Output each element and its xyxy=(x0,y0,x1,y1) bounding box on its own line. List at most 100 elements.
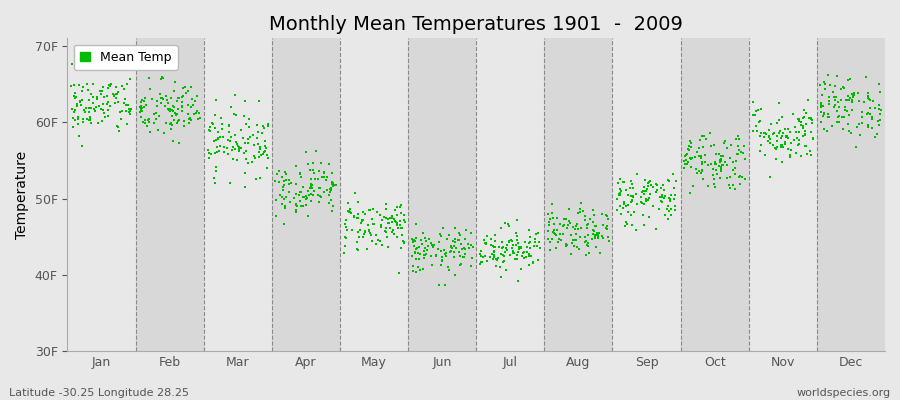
Point xyxy=(182,116,196,122)
Point xyxy=(614,188,628,194)
Point xyxy=(772,100,787,107)
Point xyxy=(239,156,254,162)
Point xyxy=(830,73,844,79)
Point xyxy=(407,243,421,250)
Point xyxy=(644,178,658,185)
Point xyxy=(682,155,697,161)
Point xyxy=(141,118,156,125)
Point xyxy=(434,248,448,254)
Point xyxy=(72,82,86,88)
Point xyxy=(411,256,426,262)
Point xyxy=(445,244,459,250)
Point xyxy=(814,101,828,107)
Point xyxy=(366,221,381,227)
Point xyxy=(544,210,559,216)
Point xyxy=(167,116,182,123)
Point xyxy=(706,142,721,148)
Point xyxy=(684,144,698,150)
Point xyxy=(753,132,768,139)
Point xyxy=(553,220,567,227)
Point xyxy=(596,235,610,241)
Point xyxy=(83,117,97,123)
Point xyxy=(290,202,304,209)
Point xyxy=(794,118,808,125)
Point xyxy=(122,102,136,108)
Point xyxy=(292,189,307,196)
Point xyxy=(791,142,806,148)
Point xyxy=(311,184,326,191)
Point xyxy=(445,244,459,250)
Point xyxy=(543,247,557,254)
Point xyxy=(325,207,339,214)
Point xyxy=(590,235,605,242)
Point xyxy=(873,88,887,95)
Point xyxy=(406,239,420,245)
Point xyxy=(230,142,245,149)
Point xyxy=(576,208,590,214)
Point xyxy=(649,181,663,188)
Point xyxy=(495,244,509,251)
Point xyxy=(480,258,494,264)
Point xyxy=(95,107,110,113)
Title: Monthly Mean Temperatures 1901  -  2009: Monthly Mean Temperatures 1901 - 2009 xyxy=(269,15,683,34)
Point xyxy=(866,98,880,104)
Point xyxy=(304,181,319,188)
Point xyxy=(775,142,789,148)
Point xyxy=(816,125,831,132)
Point xyxy=(747,112,761,118)
Point xyxy=(439,250,454,256)
Point xyxy=(751,107,765,113)
Point xyxy=(293,203,308,210)
Point xyxy=(257,138,272,144)
Point xyxy=(242,116,256,123)
Point xyxy=(695,161,709,167)
Point xyxy=(588,235,602,241)
Point xyxy=(424,252,438,259)
Point xyxy=(133,106,148,112)
Point xyxy=(409,269,423,275)
Point xyxy=(506,248,520,254)
Point xyxy=(733,174,747,180)
Point xyxy=(838,107,852,113)
Point xyxy=(134,114,148,120)
Point xyxy=(165,106,179,113)
Point xyxy=(551,239,565,246)
Point xyxy=(391,225,405,232)
Point xyxy=(276,220,291,227)
Point xyxy=(109,95,123,101)
Point xyxy=(325,179,339,186)
Point xyxy=(363,207,377,214)
Point xyxy=(753,147,768,154)
Point xyxy=(790,135,805,141)
Point xyxy=(497,258,511,264)
Point xyxy=(783,147,797,153)
Point xyxy=(778,125,793,132)
Bar xyxy=(476,38,544,351)
Point xyxy=(789,128,804,135)
Point xyxy=(238,170,252,177)
Point xyxy=(82,117,96,123)
Point xyxy=(732,136,746,142)
Point xyxy=(718,159,733,165)
Point xyxy=(532,238,546,245)
Point xyxy=(716,153,730,160)
Point xyxy=(349,239,364,245)
Point xyxy=(362,228,376,234)
Point xyxy=(505,245,519,251)
Point xyxy=(158,93,173,99)
Point xyxy=(510,240,525,246)
Point xyxy=(550,227,564,234)
Point xyxy=(328,182,343,188)
Point xyxy=(111,89,125,95)
Point xyxy=(119,108,133,114)
Point xyxy=(499,244,513,251)
Point xyxy=(457,246,472,252)
Point xyxy=(626,185,641,191)
Point xyxy=(496,252,510,258)
Point xyxy=(416,230,430,236)
Point xyxy=(71,116,86,122)
Point xyxy=(502,223,517,229)
Point xyxy=(500,242,515,248)
Point xyxy=(410,246,424,252)
Point xyxy=(260,165,274,172)
